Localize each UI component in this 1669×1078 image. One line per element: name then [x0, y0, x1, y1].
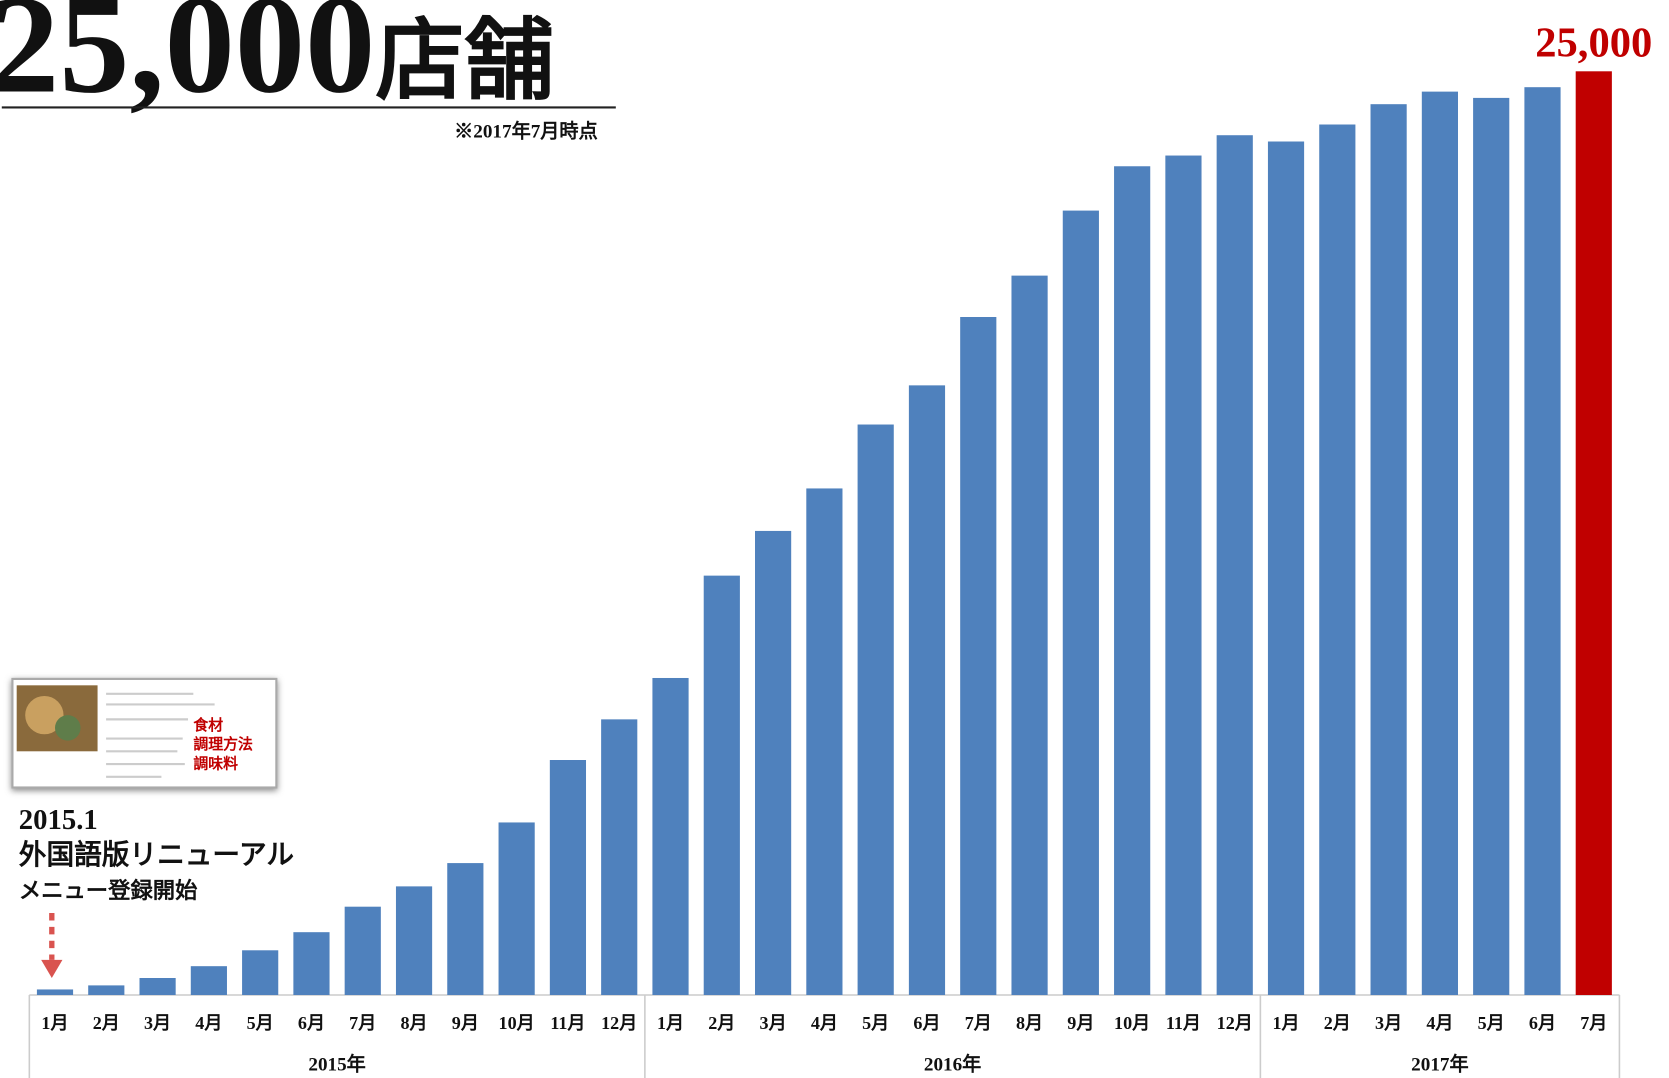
- title-number: 25,000: [0, 0, 375, 123]
- annotation-date: 2015.1: [19, 804, 98, 836]
- bar: [139, 977, 176, 995]
- thumbnail-food: [25, 695, 64, 735]
- bar: [1011, 275, 1048, 995]
- bar: [1575, 71, 1612, 995]
- bar: [1319, 124, 1356, 995]
- thumbnail-text-lines: [106, 692, 215, 778]
- bar: [857, 424, 894, 995]
- bar: [242, 950, 279, 995]
- group-label: 2015年: [308, 1053, 365, 1076]
- bar: [806, 488, 843, 995]
- bar: [960, 317, 997, 995]
- x-tick-label: 1月: [41, 1013, 68, 1033]
- annotation-line: メニュー登録開始: [19, 877, 198, 903]
- bar: [755, 530, 792, 995]
- x-tick-label: 11月: [1166, 1013, 1201, 1033]
- bar: [190, 966, 227, 995]
- bar: [1473, 97, 1510, 995]
- bar: [498, 822, 535, 995]
- x-tick-label: 2月: [708, 1013, 735, 1033]
- bar: [88, 985, 125, 995]
- x-tick-label: 8月: [400, 1013, 427, 1033]
- x-tick-label: 6月: [913, 1013, 940, 1033]
- x-tick-label: 4月: [1426, 1013, 1453, 1033]
- bar: [1114, 166, 1151, 995]
- x-tick-label: 4月: [195, 1013, 222, 1033]
- x-tick-label: 9月: [452, 1013, 479, 1033]
- bar: [1524, 87, 1561, 995]
- x-tick-label: 7月: [1580, 1013, 1607, 1033]
- x-tick-label: 8月: [1016, 1013, 1043, 1033]
- bar: [1370, 104, 1407, 995]
- x-tick-label: 10月: [1114, 1013, 1150, 1033]
- x-tick-label: 3月: [760, 1013, 787, 1033]
- bar: [395, 886, 433, 995]
- bar: [652, 677, 689, 995]
- thumbnail-food: [54, 715, 81, 741]
- x-tick-label: 12月: [1217, 1013, 1253, 1033]
- x-tick-label: 2月: [1324, 1013, 1351, 1033]
- x-tick-label: 2月: [93, 1013, 120, 1033]
- note: ※2017年7月時点: [454, 119, 598, 142]
- bar: [1216, 135, 1253, 995]
- x-tick-label: 9月: [1067, 1013, 1094, 1033]
- bar: [703, 575, 740, 995]
- chart-title: 25,000店舗: [0, 0, 554, 123]
- x-tick-label: 5月: [1478, 1013, 1505, 1033]
- x-tick-label: 1月: [657, 1013, 684, 1033]
- x-tick-label: 7月: [349, 1013, 376, 1033]
- thumbnail: 食材 調理方法 調味料: [11, 677, 278, 789]
- value-label: 25,000: [1535, 19, 1652, 66]
- thumbnail-label: 食材: [193, 716, 223, 734]
- x-tick-label: 1月: [1272, 1013, 1299, 1033]
- bar: [601, 719, 638, 995]
- x-tick-label: 10月: [499, 1013, 535, 1033]
- bar: [1165, 155, 1202, 995]
- x-tick-label: 12月: [601, 1013, 637, 1033]
- group-label: 2016年: [924, 1053, 981, 1076]
- bar: [1421, 91, 1458, 995]
- annotation-line: 外国語版リニューアル: [19, 839, 294, 870]
- x-tick-label: 5月: [862, 1013, 889, 1033]
- x-tick-label: 3月: [144, 1013, 171, 1033]
- bar: [447, 863, 484, 995]
- thumbnail-label: 調味料: [193, 754, 238, 772]
- bar: [344, 906, 381, 995]
- x-tick-label: 6月: [298, 1013, 325, 1033]
- bar: [36, 989, 74, 995]
- annotation-arrowhead: [41, 959, 63, 978]
- x-tick-label: 11月: [550, 1013, 585, 1033]
- bar: [908, 385, 946, 995]
- title-suffix: 店舗: [375, 13, 554, 112]
- bar: [1062, 210, 1099, 995]
- x-tick-label: 3月: [1375, 1013, 1402, 1033]
- bar: [1267, 141, 1305, 995]
- thumbnail-label: 調理方法: [193, 735, 253, 753]
- bar: [293, 932, 330, 995]
- bar: [549, 760, 587, 995]
- x-tick-label: 5月: [247, 1013, 274, 1033]
- group-label: 2017年: [1411, 1053, 1468, 1076]
- x-tick-label: 6月: [1529, 1013, 1556, 1033]
- x-tick-label: 4月: [811, 1013, 838, 1033]
- x-tick-label: 7月: [965, 1013, 992, 1033]
